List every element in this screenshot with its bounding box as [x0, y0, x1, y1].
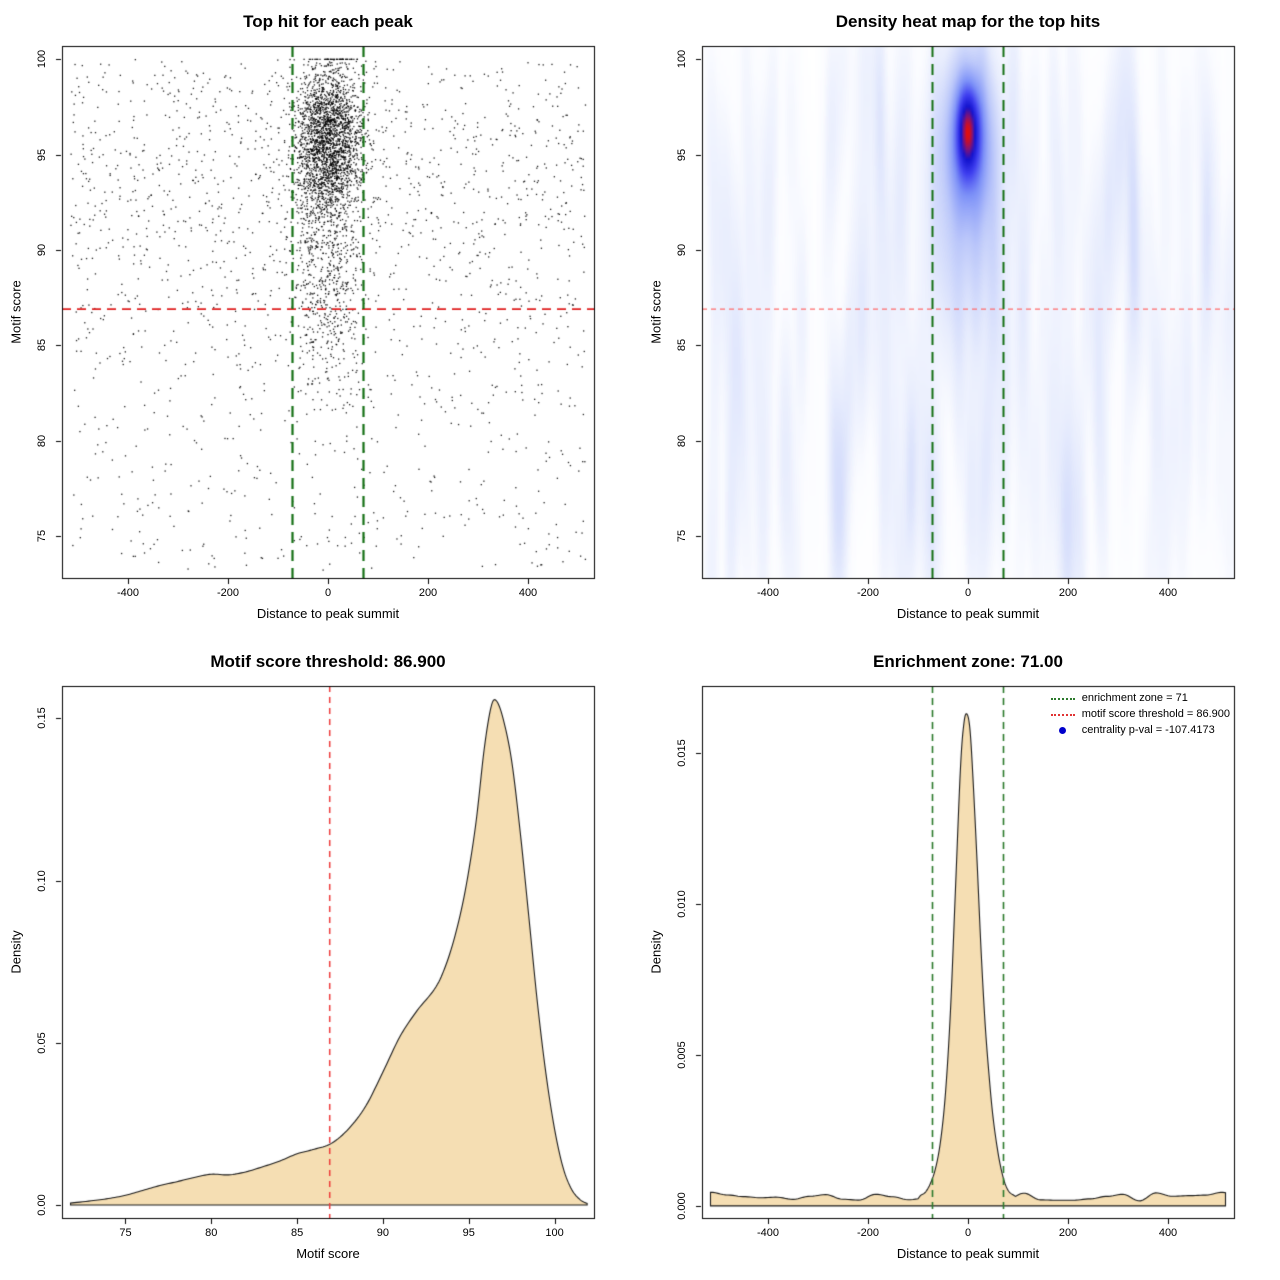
x-tick-label: 75 — [119, 1227, 132, 1239]
y-axis-label: Density — [8, 930, 24, 974]
y-tick-label: 0.000 — [676, 1192, 688, 1220]
scatter-canvas — [0, 0, 640, 640]
x-axis-label: Distance to peak summit — [896, 1246, 1040, 1261]
x-axis-label: Distance to peak summit — [896, 606, 1040, 621]
panel-motif-score-density: Motif score threshold: 86.900 Motif scor… — [0, 640, 640, 1280]
chart-title: Top hit for each peak — [243, 12, 413, 31]
y-tick-label: 0.010 — [676, 889, 688, 918]
legend-item-enrichment-zone: enrichment zone = 71 — [1050, 691, 1230, 706]
heatmap-canvas — [640, 0, 1280, 640]
x-tick-label: 400 — [518, 587, 538, 599]
y-tick-label: 85 — [676, 339, 688, 352]
legend-label: enrichment zone = 71 — [1081, 692, 1188, 704]
y-axis-label: Density — [648, 930, 664, 974]
panel-top-hits-scatter: Top hit for each peak Distance to peak s… — [0, 0, 640, 640]
y-tick-label: 85 — [36, 339, 48, 352]
x-tick-label: -400 — [756, 587, 780, 599]
x-tick-label: -200 — [856, 1227, 880, 1239]
y-axis-label: Motif score — [8, 280, 24, 344]
x-tick-label: -200 — [216, 587, 240, 599]
x-tick-label: 100 — [545, 1227, 564, 1239]
x-tick-label: 0 — [324, 587, 332, 599]
x-tick-label: 95 — [462, 1227, 475, 1239]
enrichment-zone-line-icon — [1050, 693, 1075, 705]
x-tick-label: -400 — [756, 1227, 780, 1239]
y-tick-label: 0.015 — [676, 738, 688, 767]
chart-title: Motif score threshold: 86.900 — [210, 652, 446, 671]
y-tick-label: 0.15 — [36, 707, 48, 730]
y-tick-label: 90 — [36, 243, 48, 257]
y-tick-label: 95 — [676, 148, 688, 161]
x-tick-label: 200 — [1058, 1227, 1078, 1239]
y-tick-label: 95 — [36, 148, 48, 161]
chart-title: Density heat map for the top hits — [835, 12, 1101, 31]
y-tick-label: 75 — [36, 529, 48, 543]
legend-label: centrality p-val = -107.4173 — [1081, 724, 1215, 736]
y-tick-label: 100 — [36, 50, 48, 69]
legend: enrichment zone = 71 motif score thresho… — [1050, 690, 1230, 739]
y-tick-label: 0.005 — [676, 1041, 688, 1069]
distance-density-canvas — [640, 640, 1280, 1280]
score-density-canvas — [0, 640, 640, 1280]
panel-density-heatmap: Density heat map for the top hits Distan… — [640, 0, 1280, 640]
x-axis-label: Distance to peak summit — [256, 606, 400, 621]
legend-label: motif score threshold = 86.900 — [1081, 708, 1230, 720]
motif-threshold-line-icon — [1050, 709, 1075, 721]
legend-item-motif-threshold: motif score threshold = 86.900 — [1050, 707, 1230, 722]
x-tick-label: 85 — [290, 1227, 304, 1239]
panel-enrichment-zone-density: Enrichment zone: 71.00 Distance to peak … — [640, 640, 1280, 1280]
x-tick-label: 400 — [1158, 1227, 1178, 1239]
x-tick-label: 400 — [1158, 587, 1178, 599]
y-tick-label: 0.10 — [36, 869, 48, 892]
legend-item-centrality-pval: centrality p-val = -107.4173 — [1051, 723, 1230, 738]
x-axis-label: Motif score — [296, 1246, 360, 1261]
x-tick-label: -400 — [116, 587, 140, 599]
y-tick-label: 75 — [676, 529, 688, 543]
y-tick-label: 80 — [676, 434, 688, 447]
y-tick-label: 0.05 — [36, 1032, 48, 1054]
y-tick-label: 90 — [676, 243, 688, 257]
x-tick-label: 200 — [418, 587, 438, 599]
y-tick-label: 100 — [676, 50, 688, 69]
y-axis-label: Motif score — [648, 280, 664, 344]
chart-title: Enrichment zone: 71.00 — [873, 652, 1063, 671]
x-tick-label: 90 — [376, 1227, 390, 1239]
x-tick-label: 0 — [964, 1227, 972, 1239]
x-tick-label: 80 — [205, 1227, 218, 1239]
x-tick-label: 200 — [1058, 587, 1078, 599]
centrality-pval-point-icon — [1051, 725, 1075, 737]
x-tick-label: -200 — [856, 587, 880, 599]
y-tick-label: 0.00 — [36, 1194, 48, 1216]
y-tick-label: 80 — [36, 434, 48, 447]
x-tick-label: 0 — [964, 587, 972, 599]
